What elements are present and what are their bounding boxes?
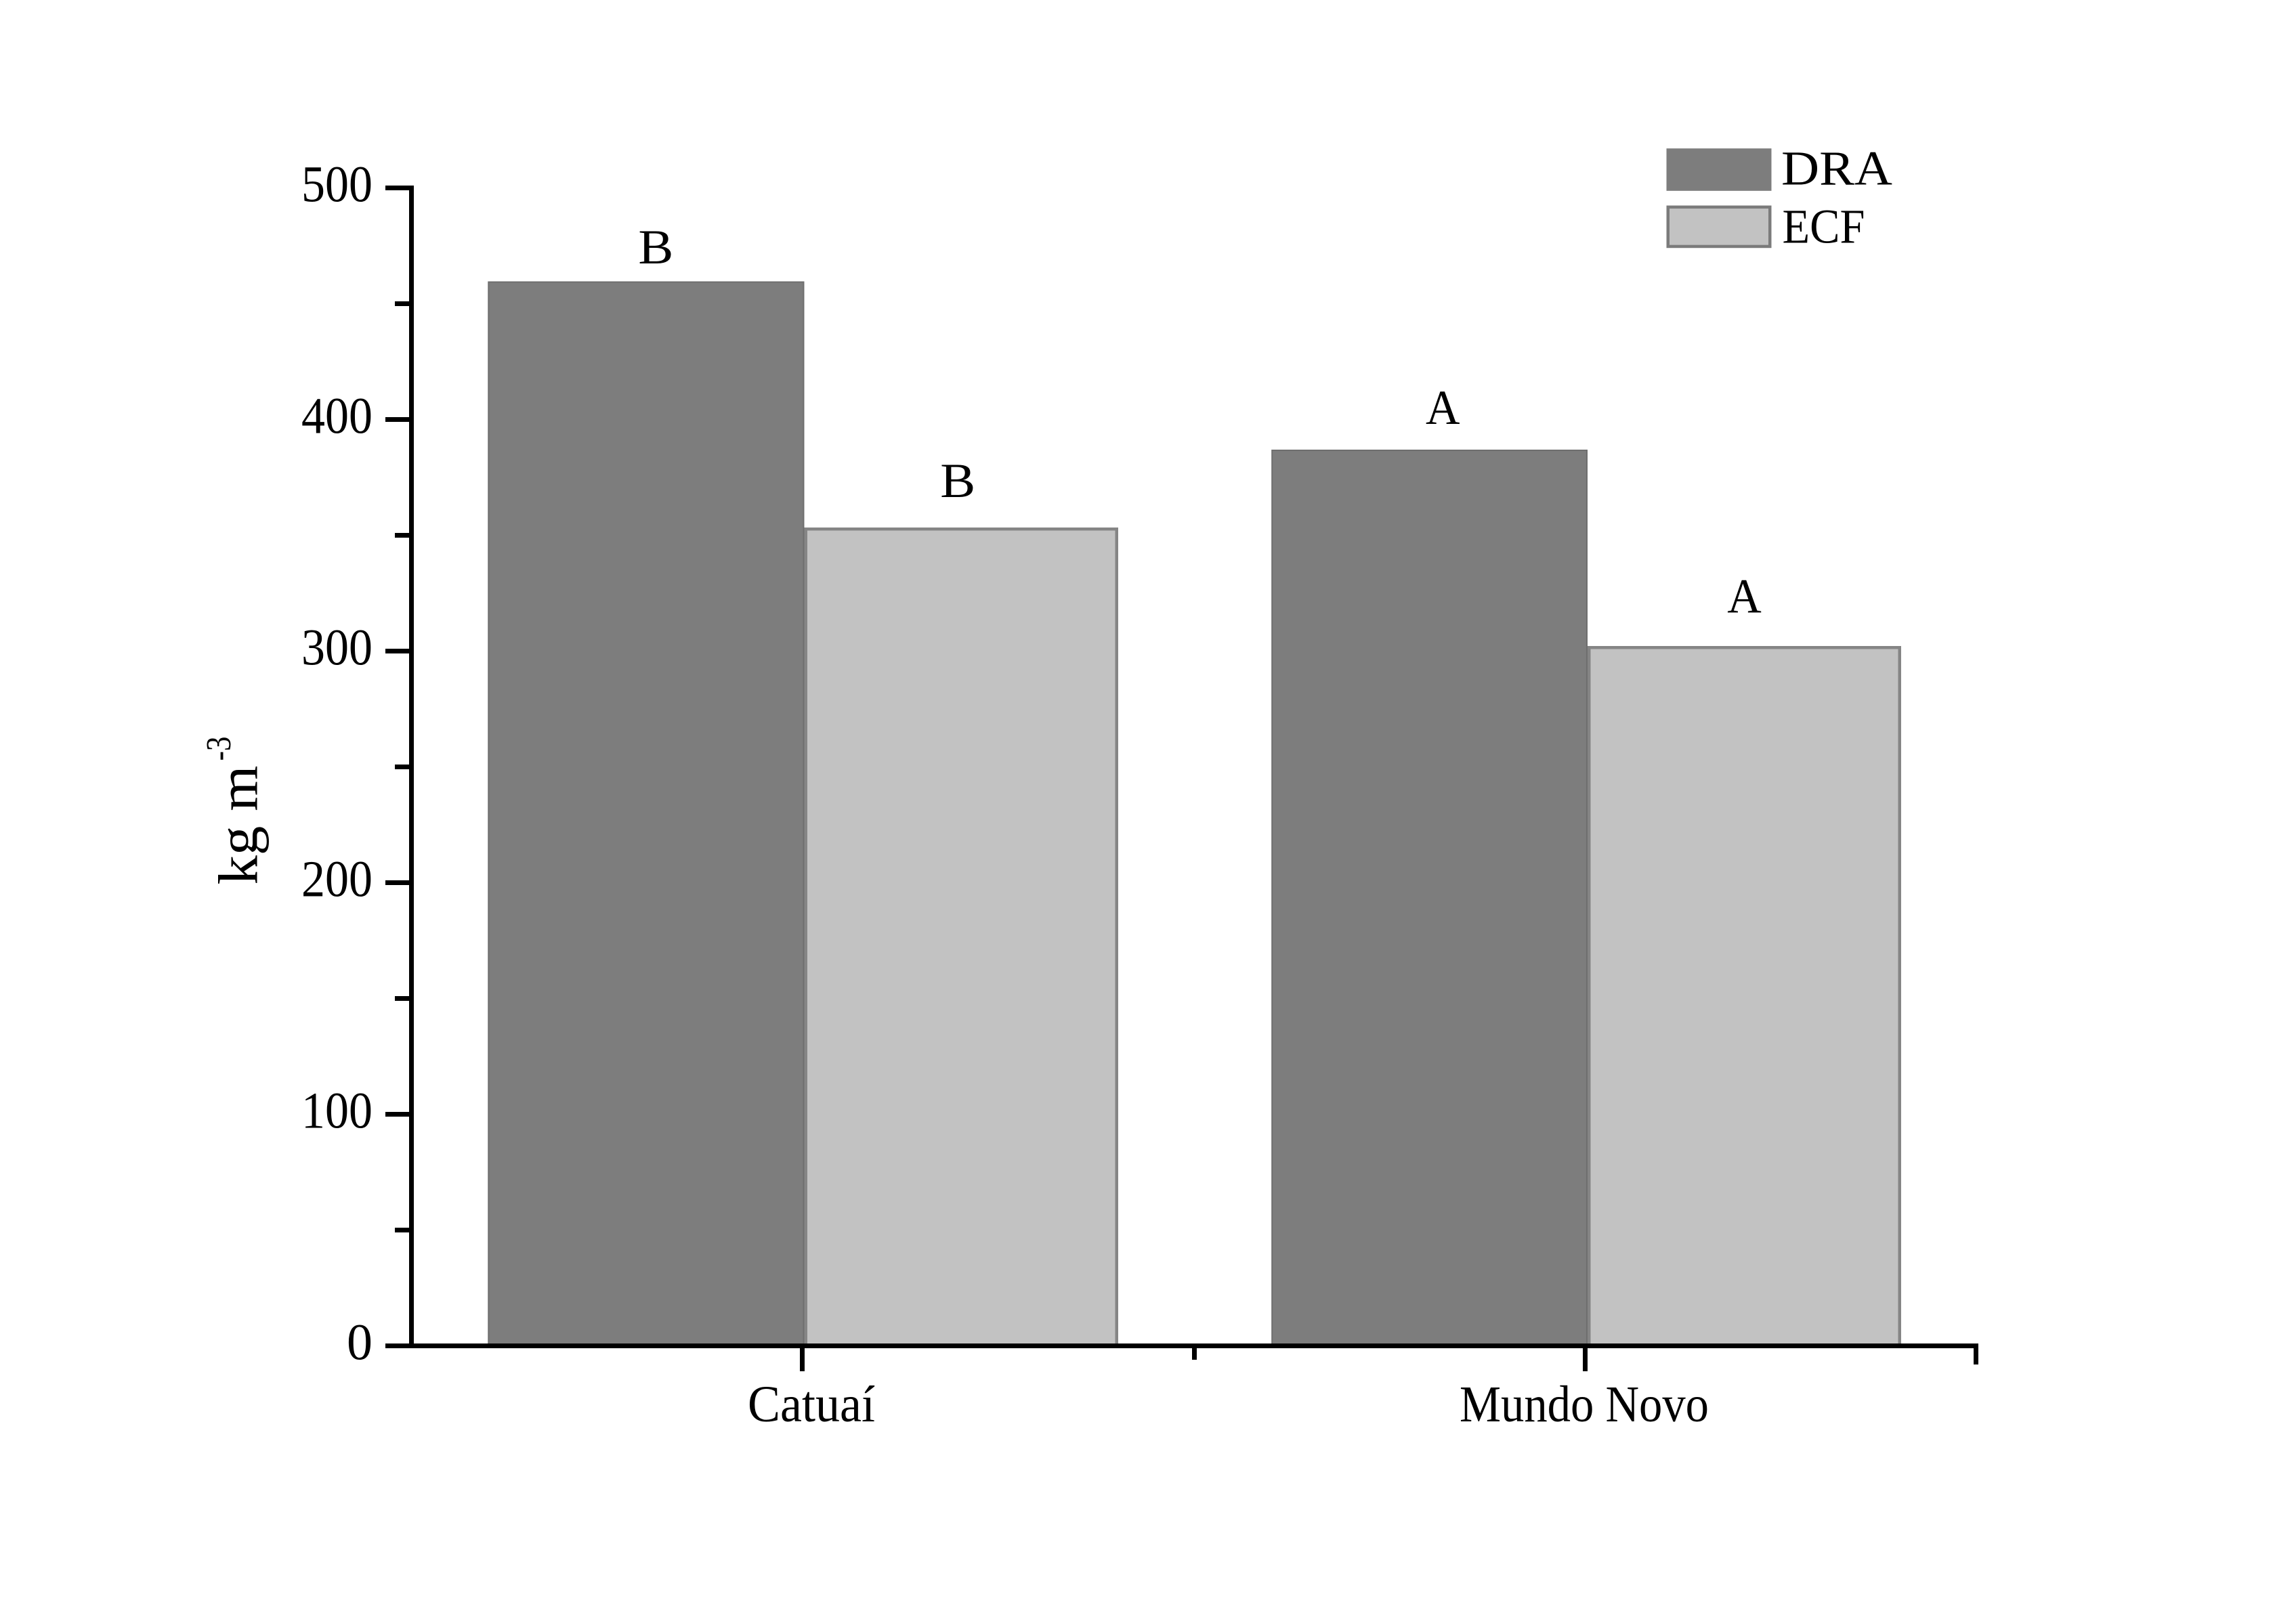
svg-text:kg m: kg m: [207, 766, 270, 885]
svg-text:B: B: [638, 220, 673, 274]
svg-text:400: 400: [301, 388, 373, 445]
svg-text:0: 0: [347, 1314, 373, 1371]
svg-text:200: 200: [301, 851, 373, 908]
svg-text:A: A: [1426, 381, 1460, 435]
svg-text:100: 100: [301, 1083, 373, 1140]
svg-text:Catuaí: Catuaí: [748, 1376, 875, 1433]
svg-text:B: B: [940, 454, 975, 508]
svg-text:500: 500: [301, 156, 373, 213]
svg-text:ECF: ECF: [1783, 199, 1865, 253]
svg-text:300: 300: [301, 620, 373, 676]
svg-text:-3: -3: [200, 737, 238, 761]
svg-text:Mundo Novo: Mundo Novo: [1460, 1376, 1709, 1433]
svg-text:A: A: [1727, 569, 1762, 624]
svg-text:DRA: DRA: [1781, 142, 1892, 196]
